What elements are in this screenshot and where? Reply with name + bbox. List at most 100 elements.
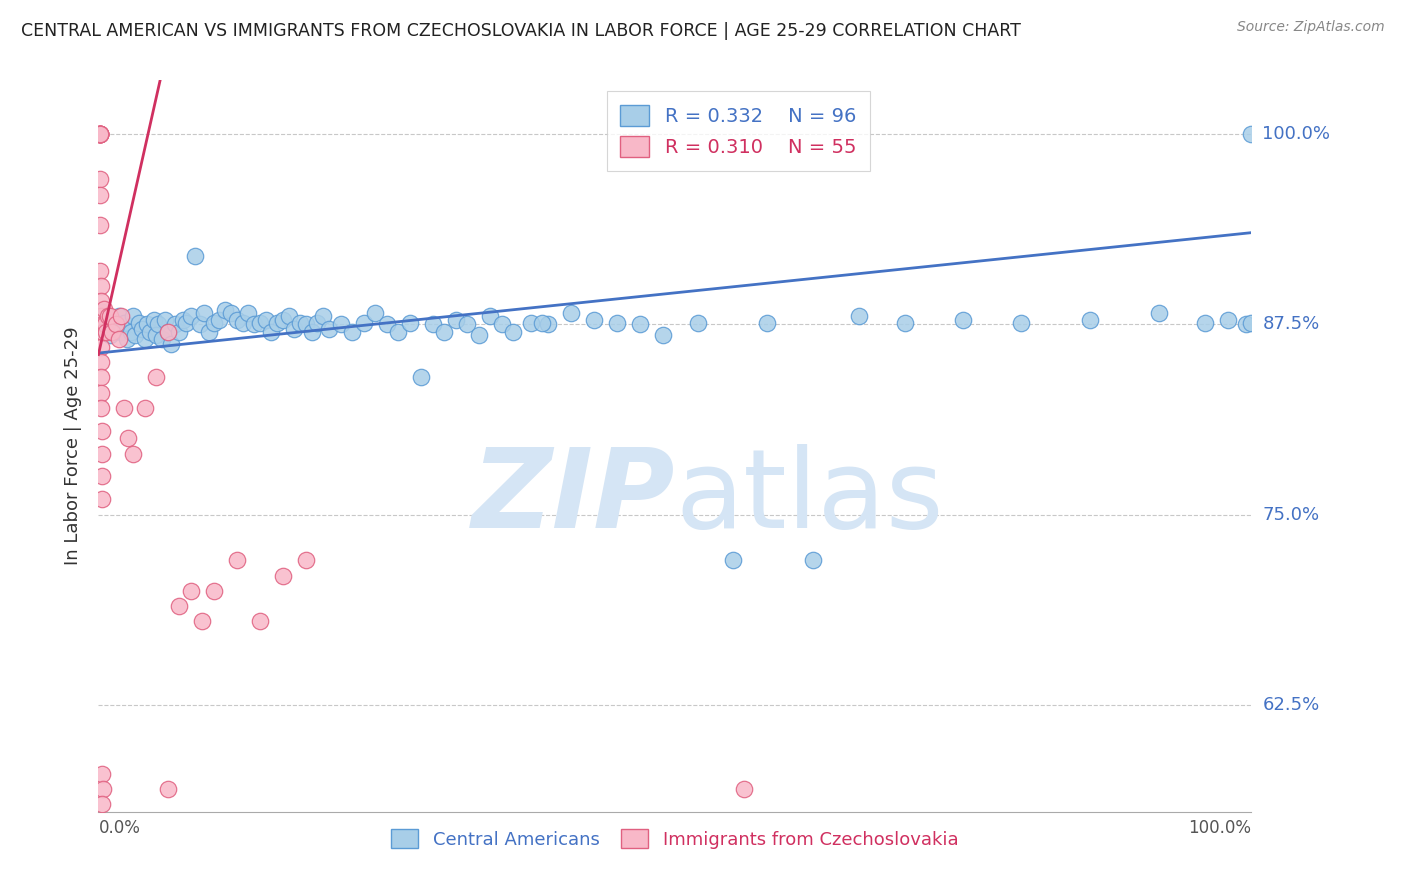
Point — [479, 310, 502, 324]
Point — [398, 316, 420, 330]
Point — [271, 312, 294, 326]
Point — [155, 312, 177, 326]
Point — [801, 553, 824, 567]
Point — [283, 321, 305, 335]
Point — [894, 316, 917, 330]
Point — [225, 553, 247, 567]
Point — [375, 317, 398, 331]
Point — [290, 316, 312, 330]
Point — [90, 401, 112, 415]
Point — [90, 492, 112, 507]
Point — [1078, 312, 1101, 326]
Point — [148, 317, 170, 331]
Point — [952, 312, 974, 326]
Point — [733, 781, 755, 796]
Point — [101, 312, 124, 326]
Point — [1218, 312, 1240, 326]
Point — [340, 325, 363, 339]
Point — [89, 127, 111, 141]
Point — [89, 127, 111, 141]
Point — [180, 310, 202, 324]
Point — [112, 316, 135, 330]
Point — [491, 317, 513, 331]
Text: 100.0%: 100.0% — [1263, 125, 1330, 143]
Point — [128, 316, 150, 330]
Point — [90, 424, 112, 438]
Point — [89, 127, 111, 141]
Point — [531, 316, 554, 330]
Point — [90, 447, 112, 461]
Y-axis label: In Labor Force | Age 25-29: In Labor Force | Age 25-29 — [63, 326, 82, 566]
Point — [134, 332, 156, 346]
Point — [93, 301, 115, 316]
Point — [163, 317, 186, 331]
Point — [1234, 317, 1257, 331]
Point — [214, 303, 236, 318]
Point — [1194, 316, 1216, 330]
Point — [606, 316, 628, 330]
Point — [444, 312, 467, 326]
Point — [135, 317, 157, 331]
Point — [90, 325, 112, 339]
Point — [560, 306, 582, 320]
Point — [91, 781, 114, 796]
Point — [131, 321, 153, 335]
Point — [184, 248, 207, 262]
Point — [191, 614, 214, 628]
Point — [156, 781, 179, 796]
Point — [90, 279, 112, 293]
Point — [90, 340, 112, 354]
Point — [1010, 316, 1032, 330]
Point — [142, 312, 165, 326]
Point — [468, 327, 491, 342]
Point — [90, 294, 112, 309]
Point — [139, 325, 162, 339]
Point — [219, 306, 242, 320]
Point — [124, 327, 146, 342]
Point — [628, 317, 651, 331]
Point — [89, 127, 111, 141]
Point — [172, 312, 194, 326]
Point — [89, 127, 111, 141]
Point — [307, 316, 329, 330]
Point — [98, 327, 121, 342]
Point — [277, 310, 299, 324]
Point — [180, 583, 202, 598]
Text: CENTRAL AMERICAN VS IMMIGRANTS FROM CZECHOSLOVAKIA IN LABOR FORCE | AGE 25-29 CO: CENTRAL AMERICAN VS IMMIGRANTS FROM CZEC… — [21, 22, 1021, 40]
Point — [520, 316, 543, 330]
Point — [156, 325, 179, 339]
Point — [266, 316, 288, 330]
Point — [202, 583, 225, 598]
Point — [94, 325, 117, 339]
Point — [122, 310, 145, 324]
Point — [756, 316, 779, 330]
Point — [583, 312, 606, 326]
Point — [89, 172, 111, 186]
Point — [329, 317, 352, 331]
Point — [198, 325, 221, 339]
Point — [112, 401, 135, 415]
Text: 100.0%: 100.0% — [1188, 819, 1251, 837]
Point — [174, 316, 197, 330]
Point — [94, 317, 117, 331]
Point — [90, 385, 112, 400]
Point — [89, 127, 111, 141]
Point — [96, 325, 118, 339]
Point — [353, 316, 375, 330]
Point — [238, 306, 260, 320]
Point — [167, 325, 190, 339]
Point — [97, 310, 120, 324]
Point — [122, 447, 145, 461]
Point — [231, 316, 254, 330]
Point — [90, 317, 112, 331]
Point — [89, 187, 111, 202]
Point — [456, 317, 478, 331]
Point — [90, 469, 112, 483]
Point — [295, 317, 318, 331]
Point — [243, 317, 266, 331]
Point — [318, 321, 340, 335]
Point — [167, 599, 190, 613]
Point — [110, 310, 132, 324]
Point — [422, 317, 444, 331]
Point — [208, 312, 231, 326]
